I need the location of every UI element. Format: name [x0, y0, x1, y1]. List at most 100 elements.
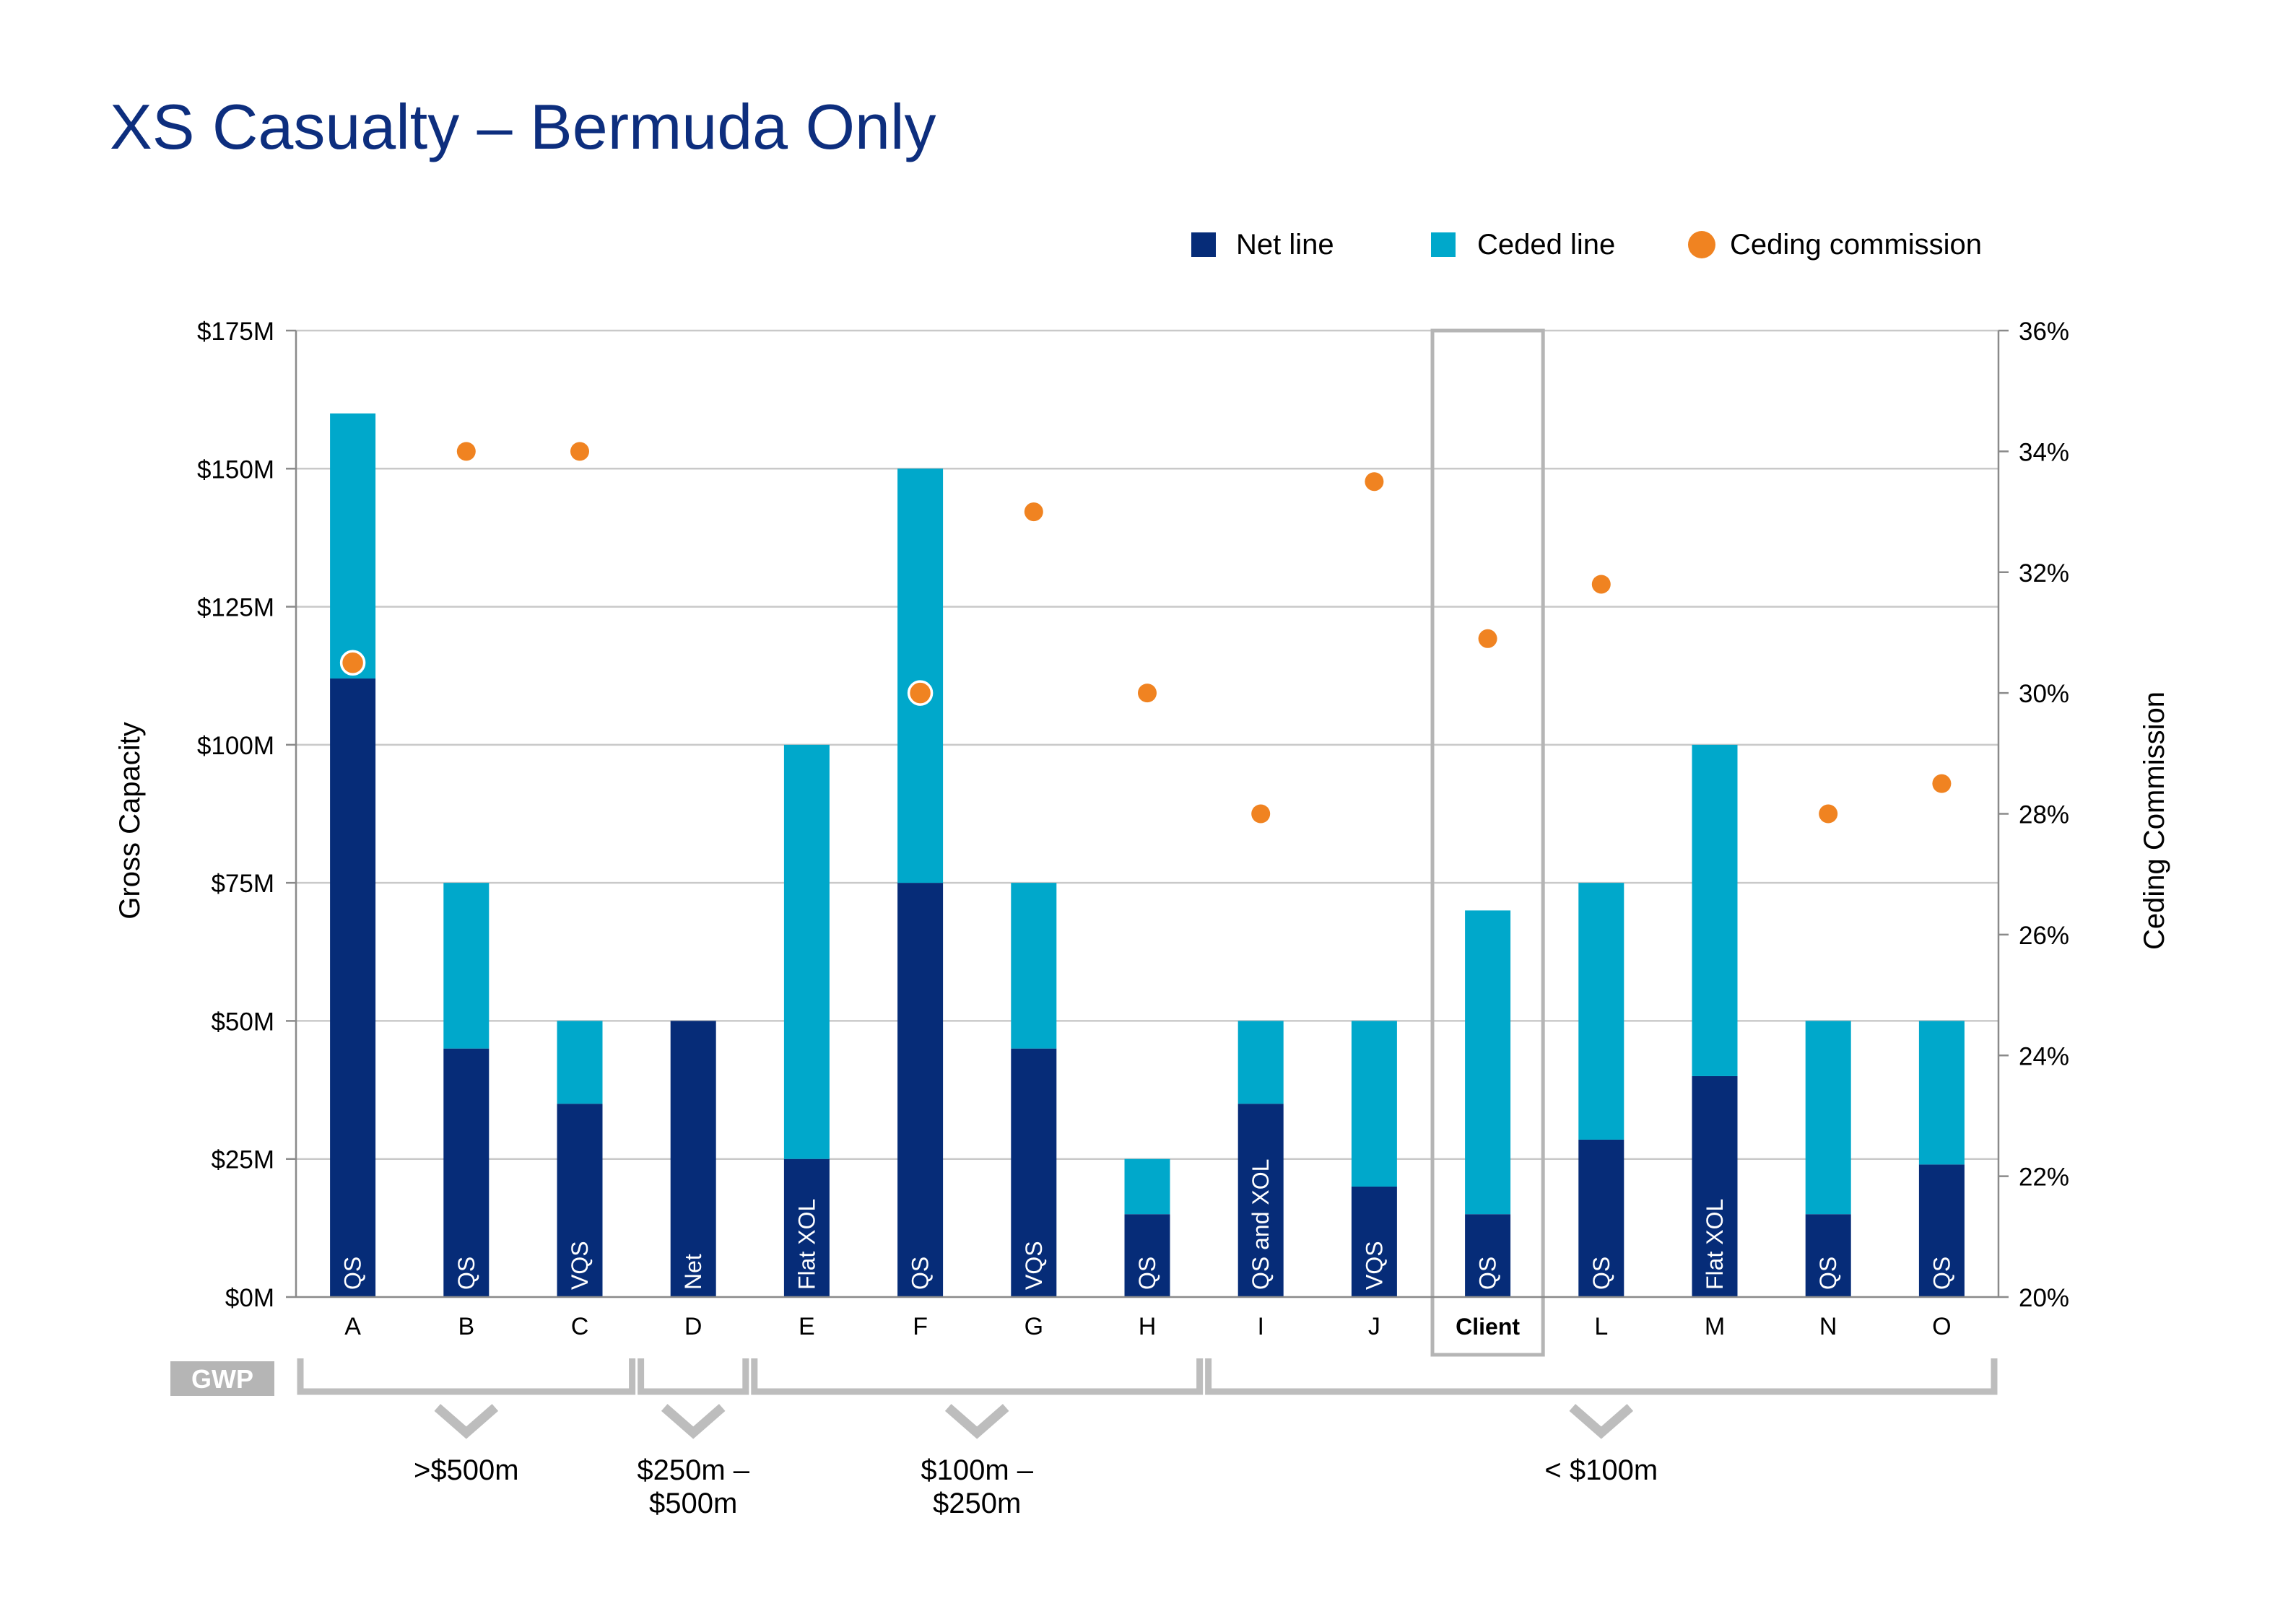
gwp-chevron-icon [944, 1404, 1009, 1439]
y-tick-label: $50M [211, 1008, 274, 1036]
y2-tick-label: 28% [2019, 801, 2069, 829]
bar-type-label: VQS [1021, 1241, 1047, 1290]
ceding-commission-point [456, 442, 476, 461]
bar-ceded-line [897, 468, 944, 883]
x-tick-label: E [799, 1313, 815, 1340]
y2-tick-label: 30% [2019, 680, 2069, 708]
ceding-commission-point [1819, 804, 1838, 824]
bar-net-line [670, 1021, 716, 1297]
gwp-group-label: $100m – [921, 1454, 1033, 1486]
bar-ceded-line [1578, 883, 1624, 1140]
x-tick-label: I [1257, 1313, 1263, 1340]
bar-ceded-line [330, 413, 376, 679]
legend-label-ceding-commission: Ceding commission [1730, 229, 1982, 261]
gwp-bracket [1205, 1358, 1998, 1395]
ceding-commission-point [907, 680, 934, 706]
ceding-commission-point [1365, 472, 1384, 492]
bar-type-label: QS [908, 1257, 934, 1290]
bars: QS QS VQS Net Flat XOL QS VQS QS QS and XOL VQS QS… [330, 413, 1965, 1297]
y-tick-label: $175M [197, 318, 274, 346]
bar-type-label: Flat XOL [793, 1199, 819, 1290]
client-highlight [1430, 328, 1545, 1357]
gwp-groups: GWP >$500m $250m –$500m $100m –$250m < $100m [170, 1358, 1998, 1519]
gwp-chevron-icon [661, 1404, 726, 1439]
bar-net-line [1918, 1164, 1965, 1297]
y2-tick-label: 34% [2019, 438, 2069, 466]
bar-net-line [1465, 1214, 1511, 1297]
x-tick-label: F [913, 1313, 928, 1340]
gwp-label-box [170, 1361, 274, 1396]
gwp-bracket [638, 1358, 749, 1395]
bar-ceded-line [1918, 1021, 1965, 1165]
ceding-commission-point [1251, 804, 1271, 824]
x-tick-label: M [1705, 1313, 1725, 1340]
bar-ceded-line [443, 883, 490, 1049]
bar-ceded-line [1692, 744, 1738, 1076]
ceding-commission-point [1138, 684, 1157, 703]
page-title: XS Casualty – Bermuda Only [110, 91, 936, 162]
legend-swatch-net-line [1191, 232, 1216, 257]
ceding-commission-point [1478, 629, 1497, 648]
ceding-commission-points [339, 442, 1952, 824]
gwp-group-label: $250m – [637, 1454, 749, 1486]
bar-type-label: VQS [1361, 1241, 1387, 1290]
x-tick-label: B [458, 1313, 474, 1340]
legend-swatch-ceding-commission [1688, 231, 1715, 258]
bar-type-label: QS [1134, 1257, 1160, 1290]
bar-type-label: QS and XOL [1248, 1159, 1274, 1290]
gwp-group-label: >$500m [414, 1454, 519, 1486]
x-tick-label: O [1932, 1313, 1951, 1340]
bar-net-line [1124, 1214, 1170, 1297]
y-tick-label: $125M [197, 594, 274, 622]
x-tick-label: G [1025, 1313, 1043, 1340]
bar-type-label: Net [680, 1254, 706, 1290]
y2-tick-label: 36% [2019, 318, 2069, 346]
gwp-bracket [751, 1358, 1204, 1395]
gwp-group-label: $500m [649, 1488, 737, 1519]
x-tick-label: N [1819, 1313, 1837, 1340]
gridlines [296, 329, 1998, 1160]
y-axis-title: Gross Capacity [114, 722, 146, 919]
bar-type-label: VQS [567, 1241, 593, 1290]
y2-tick-label: 22% [2019, 1164, 2069, 1192]
y-tick-label: $150M [197, 455, 274, 484]
ceding-commission-point [1024, 502, 1043, 522]
x-tick-label: A [344, 1313, 361, 1340]
ceding-commission-point [1591, 575, 1611, 594]
bar-net-line [1351, 1186, 1397, 1297]
bar-net-line [330, 678, 376, 1297]
bar-ceded-line [1124, 1158, 1170, 1215]
bar-net-line [1237, 1104, 1284, 1297]
y2-tick-label: 20% [2019, 1284, 2069, 1312]
x-tick-label: L [1594, 1313, 1608, 1340]
bar-type-label: QS [1928, 1257, 1954, 1290]
bar-ceded-line [1011, 883, 1057, 1049]
bar-ceded-line [783, 744, 830, 1159]
legend-label-ceded-line: Ceded line [1477, 229, 1615, 261]
y2-axis-title: Ceding Commission [2139, 691, 2170, 950]
gwp-group-label: $250m [933, 1488, 1021, 1519]
bar-type-label: QS [1475, 1257, 1501, 1290]
bar-net-line [1011, 1048, 1057, 1297]
x-tick-label: D [684, 1313, 702, 1340]
bar-ceded-line [1351, 1021, 1397, 1187]
bar-net-line [783, 1158, 830, 1297]
legend-label-net-line: Net line [1236, 229, 1334, 261]
bar-net-line [1692, 1075, 1738, 1297]
ceding-commission-point [339, 650, 366, 676]
y-tick-label: $0M [225, 1284, 274, 1312]
y2-tick-label: 32% [2019, 559, 2069, 588]
bar-net-line [1805, 1214, 1851, 1297]
bar-ceded-line [557, 1021, 603, 1104]
legend: Net line Ceded line Ceding commission [1191, 229, 1982, 261]
x-tick-label: H [1139, 1313, 1157, 1340]
client-highlight-box [1430, 328, 1545, 1357]
axes: $0M $25M $50M $75M $100M $125M $150M $175M 20% 22… [197, 318, 2069, 1340]
legend-swatch-ceded-line [1431, 232, 1456, 257]
gwp-chevron-icon [1569, 1404, 1634, 1439]
gwp-group-label: < $100m [1544, 1454, 1658, 1486]
x-tick-label: C [571, 1313, 589, 1340]
bar-type-label: QS [1815, 1257, 1841, 1290]
y-tick-label: $25M [211, 1146, 274, 1174]
